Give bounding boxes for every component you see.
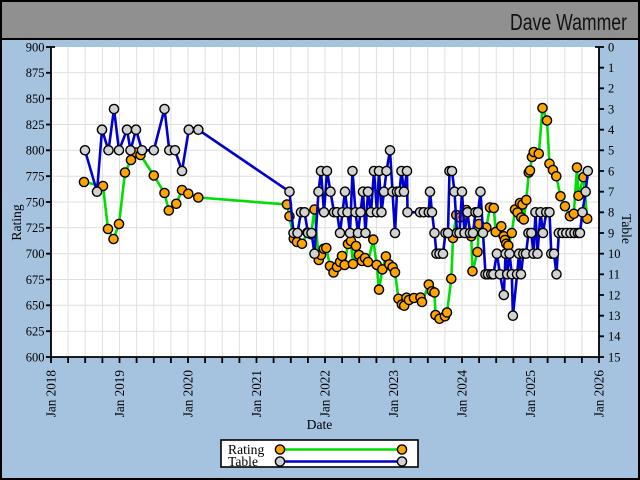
svg-text:Jan 2018: Jan 2018 (44, 370, 59, 418)
svg-text:625: 625 (26, 325, 45, 339)
svg-text:5: 5 (608, 144, 614, 158)
svg-text:3: 3 (608, 102, 614, 116)
svg-text:9: 9 (608, 226, 614, 240)
svg-text:Jan 2022: Jan 2022 (318, 370, 333, 417)
svg-text:Date: Date (307, 417, 333, 432)
svg-text:Jan 2024: Jan 2024 (455, 370, 470, 418)
svg-text:775: 775 (26, 170, 45, 184)
svg-text:800: 800 (26, 144, 45, 158)
svg-text:600: 600 (26, 350, 45, 364)
svg-text:8: 8 (608, 206, 614, 220)
svg-text:825: 825 (26, 118, 45, 132)
svg-text:650: 650 (26, 299, 45, 313)
svg-text:Rating: Rating (9, 204, 24, 240)
svg-text:Table: Table (619, 214, 634, 244)
svg-text:15: 15 (608, 350, 621, 364)
svg-text:14: 14 (608, 330, 621, 344)
svg-text:Jan 2021: Jan 2021 (249, 370, 264, 417)
svg-text:11: 11 (608, 268, 620, 282)
svg-text:Dave Wammer: Dave Wammer (510, 9, 627, 35)
svg-text:Jan 2019: Jan 2019 (112, 370, 127, 418)
svg-text:Jan 2026: Jan 2026 (592, 370, 607, 418)
svg-text:Jan 2025: Jan 2025 (523, 370, 538, 418)
svg-text:Jan 2023: Jan 2023 (386, 370, 401, 418)
svg-text:2: 2 (608, 82, 614, 96)
svg-text:850: 850 (26, 92, 45, 106)
svg-text:1: 1 (608, 61, 614, 75)
svg-text:Rating: Rating (228, 442, 264, 457)
svg-text:10: 10 (608, 247, 621, 261)
svg-text:675: 675 (26, 273, 45, 287)
svg-text:12: 12 (608, 288, 621, 302)
svg-text:7: 7 (608, 185, 614, 199)
svg-text:4: 4 (608, 123, 615, 137)
svg-text:900: 900 (26, 40, 45, 54)
svg-text:875: 875 (26, 66, 45, 80)
svg-text:13: 13 (608, 309, 621, 323)
svg-text:700: 700 (26, 247, 45, 261)
svg-text:Table: Table (228, 454, 258, 469)
svg-text:6: 6 (608, 164, 614, 178)
svg-text:0: 0 (608, 40, 614, 54)
svg-text:725: 725 (26, 221, 45, 235)
svg-text:750: 750 (26, 195, 45, 209)
svg-text:Jan 2020: Jan 2020 (181, 370, 196, 418)
